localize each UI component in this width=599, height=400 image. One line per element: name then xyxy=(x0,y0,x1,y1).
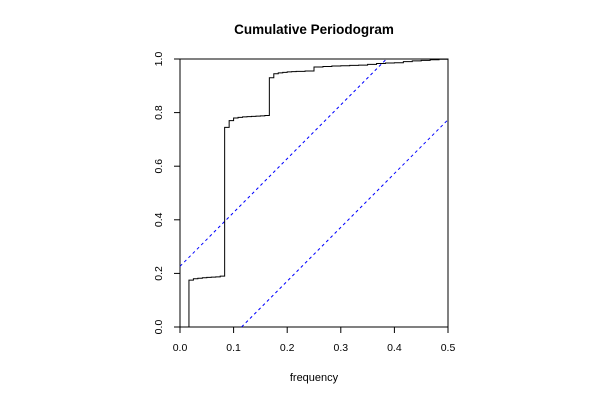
x-axis-label: frequency xyxy=(290,372,339,384)
y-tick-label: 0.0 xyxy=(153,320,165,335)
x-axis: 0.0 0.1 0.2 0.3 0.4 0.5 xyxy=(173,327,456,354)
y-tick-label: 0.4 xyxy=(153,212,165,227)
confidence-bounds xyxy=(179,58,449,328)
x-tick-label: 0.3 xyxy=(333,342,348,354)
x-tick-label: 0.5 xyxy=(441,342,456,354)
y-tick-label: 1.0 xyxy=(153,52,165,67)
y-tick-label: 0.2 xyxy=(153,266,165,281)
y-tick-label: 0.6 xyxy=(153,159,165,174)
x-tick-label: 0.2 xyxy=(280,342,295,354)
x-tick-label: 0.4 xyxy=(387,342,402,354)
x-tick-label: 0.0 xyxy=(173,342,188,354)
cumulative-periodogram-line-0 xyxy=(188,58,449,327)
data-series xyxy=(188,58,449,327)
x-tick-label: 0.1 xyxy=(226,342,241,354)
confidence-bound-upper xyxy=(179,58,387,267)
confidence-bound-lower xyxy=(241,119,449,328)
chart-title: Cumulative Periodogram xyxy=(234,22,394,37)
plot-frame xyxy=(179,58,449,328)
y-tick-label: 0.8 xyxy=(153,105,165,120)
y-axis: 0.0 0.2 0.4 0.6 0.8 1.0 xyxy=(153,52,180,335)
